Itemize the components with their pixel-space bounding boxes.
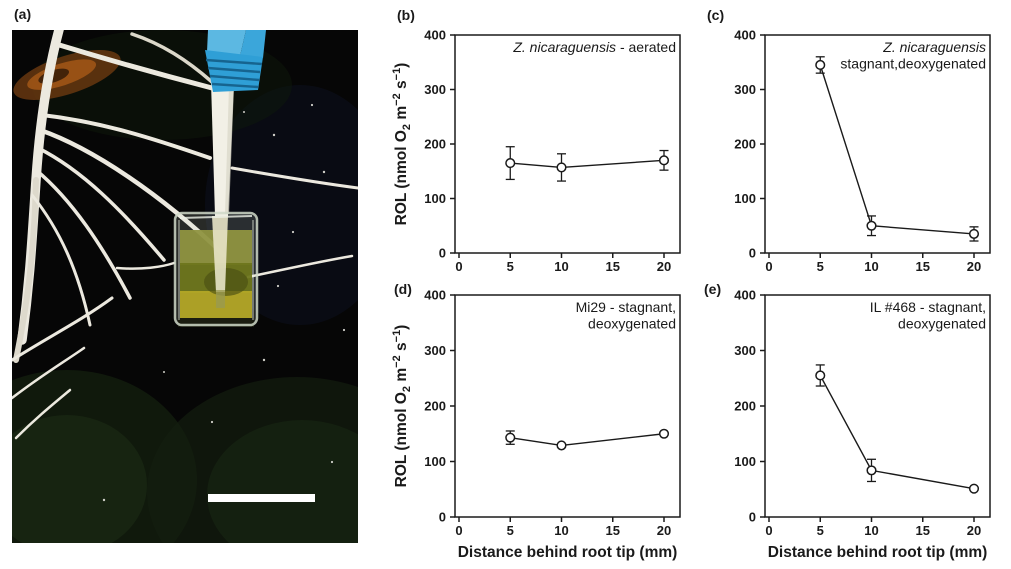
scale-bar [208, 494, 315, 502]
x-tick-label: 20 [657, 259, 671, 274]
blue-connector [205, 30, 266, 92]
chart-b: 0 100 200 300 400 0 5 10 15 20 Z. nicaraguensis - … [391, 28, 681, 274]
data-point [505, 432, 516, 443]
chart-title: stagnant,deoxygenated [840, 56, 986, 72]
y-axis-label: ROL (nmol O2 m−2 s−1) [391, 63, 413, 226]
x-axis-label: Distance behind root tip (mm) [768, 544, 988, 561]
x-tick-label: 0 [455, 259, 462, 274]
y-tick-label: 300 [424, 343, 446, 358]
roots [10, 21, 360, 440]
x-axis-label: Distance behind root tip (mm) [458, 544, 678, 561]
x-tick-label: 10 [864, 259, 878, 274]
chart-title: Z. nicaraguensis [882, 39, 986, 55]
axis-box [454, 34, 681, 254]
root-photo-panel [0, 21, 447, 569]
x-tick-label: 20 [657, 523, 671, 538]
chart-title: IL #468 - stagnant, [870, 299, 986, 315]
chart-c: 0 100 200 300 400 0 5 10 15 20 Z. nicaraguensissta… [734, 28, 991, 274]
x-tick-label: 5 [507, 259, 514, 274]
data-point [968, 483, 980, 494]
series-line [510, 159, 665, 169]
x-tick-label: 15 [916, 259, 930, 274]
series-line [819, 375, 975, 490]
root-photo [0, 21, 447, 569]
chart-title: deoxygenated [588, 316, 676, 332]
y-tick-label: 0 [749, 246, 756, 261]
y-tick-label: 0 [749, 510, 756, 525]
x-tick-label: 10 [554, 523, 568, 538]
x-tick-label: 15 [916, 523, 930, 538]
chart-e: 0 100 200 300 400 0 5 10 15 20 IL #468 - stagnant,… [734, 288, 991, 561]
data-point [866, 465, 877, 476]
chart-title: Z. nicaraguensis - aerated [512, 39, 676, 55]
x-tick-label: 5 [507, 523, 514, 538]
y-tick-label: 200 [734, 137, 756, 152]
x-tick-label: 20 [967, 523, 981, 538]
panel-label-c: (c) [707, 7, 725, 23]
panel-label-b: (b) [397, 7, 415, 23]
series-line [819, 64, 975, 235]
y-axis-label: ROL (nmol O2 m−2 s−1) [391, 325, 413, 488]
x-tick-label: 5 [817, 523, 824, 538]
x-tick-label: 10 [864, 523, 878, 538]
x-tick-label: 0 [765, 523, 772, 538]
cuvette [173, 211, 259, 327]
y-tick-label: 200 [424, 399, 446, 414]
electrode-probe-shade [225, 86, 234, 214]
panel-label-a: (a) [14, 6, 32, 22]
x-tick-label: 5 [817, 259, 824, 274]
x-tick-label: 0 [455, 523, 462, 538]
x-tick-label: 15 [606, 259, 620, 274]
y-tick-label: 300 [734, 82, 756, 97]
x-tick-label: 20 [967, 259, 981, 274]
y-tick-label: 400 [734, 288, 756, 303]
y-tick-label: 0 [439, 510, 446, 525]
y-tick-label: 100 [424, 191, 446, 206]
y-tick-label: 200 [734, 399, 756, 414]
y-tick-label: 400 [734, 28, 756, 43]
y-tick-label: 100 [424, 454, 446, 469]
data-point [815, 370, 826, 381]
chart-d: 0 100 200 300 400 0 5 10 15 20 Mi29 - stagnant,deo… [391, 288, 681, 561]
y-tick-label: 200 [424, 137, 446, 152]
x-tick-label: 15 [606, 523, 620, 538]
data-point [968, 228, 980, 239]
chart-title: Mi29 - stagnant, [576, 299, 676, 315]
data-point [658, 428, 670, 439]
data-point [505, 158, 516, 169]
y-tick-label: 100 [734, 454, 756, 469]
y-tick-label: 0 [439, 246, 446, 261]
y-tick-label: 300 [424, 82, 446, 97]
data-point [815, 59, 826, 71]
x-tick-label: 0 [765, 259, 772, 274]
y-tick-label: 400 [424, 288, 446, 303]
data-point [556, 162, 567, 173]
panel-label-e: (e) [704, 281, 722, 297]
y-tick-label: 300 [734, 343, 756, 358]
series-line [510, 433, 665, 447]
data-point [556, 440, 567, 451]
panel-label-d: (d) [394, 281, 412, 297]
chart-title: deoxygenated [898, 316, 986, 332]
data-point [658, 155, 670, 166]
data-point [866, 220, 877, 231]
photo-specks [102, 103, 346, 502]
x-tick-label: 10 [554, 259, 568, 274]
y-tick-label: 100 [734, 191, 756, 206]
y-tick-label: 400 [424, 28, 446, 43]
